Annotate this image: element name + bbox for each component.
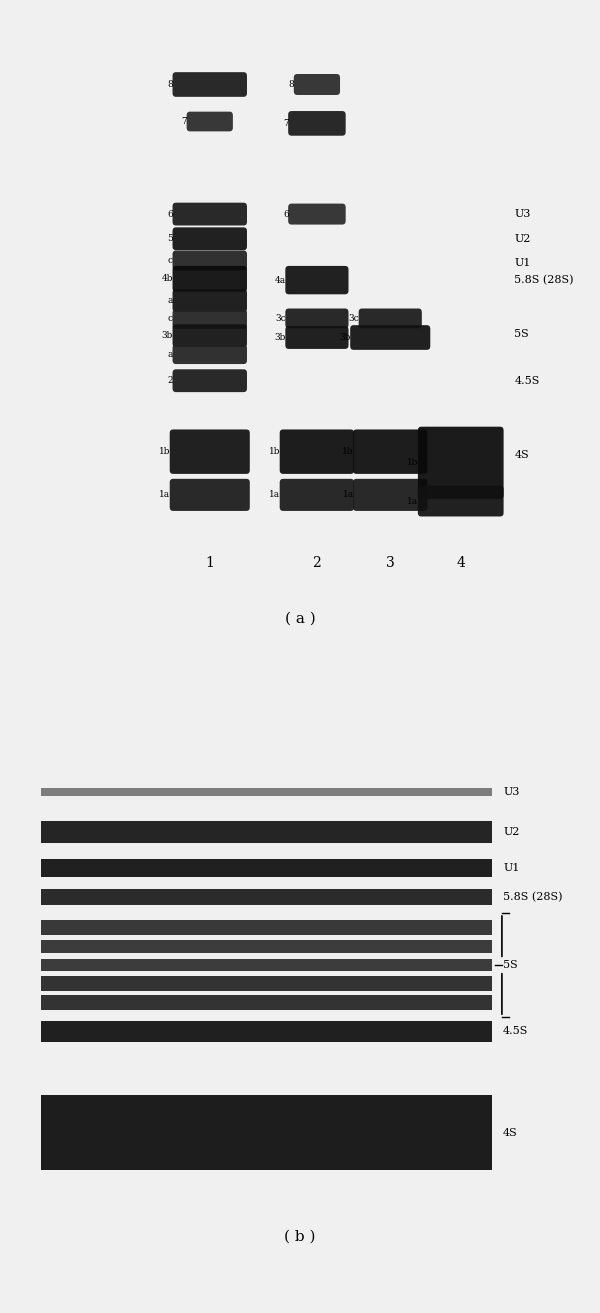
Text: 4.5S: 4.5S — [503, 1027, 529, 1036]
Bar — [41, 958, 492, 972]
Bar — [41, 1020, 492, 1043]
FancyBboxPatch shape — [288, 112, 346, 135]
FancyBboxPatch shape — [173, 289, 247, 312]
FancyBboxPatch shape — [170, 429, 250, 474]
Bar — [41, 977, 492, 991]
Text: a: a — [168, 349, 173, 358]
Text: 3b: 3b — [162, 331, 173, 340]
FancyBboxPatch shape — [418, 427, 503, 499]
FancyBboxPatch shape — [170, 479, 250, 511]
Bar — [41, 821, 492, 843]
FancyBboxPatch shape — [173, 369, 247, 393]
Text: U2: U2 — [514, 234, 530, 244]
Text: 1b: 1b — [159, 448, 170, 456]
FancyBboxPatch shape — [294, 74, 340, 95]
FancyBboxPatch shape — [173, 267, 247, 291]
Text: ( a ): ( a ) — [284, 612, 316, 625]
Text: 3: 3 — [386, 555, 395, 570]
Text: 6: 6 — [167, 210, 173, 218]
Text: 5S: 5S — [514, 330, 529, 340]
FancyBboxPatch shape — [173, 72, 247, 97]
Text: a: a — [168, 295, 173, 305]
Text: U1: U1 — [514, 259, 530, 268]
Bar — [41, 940, 492, 953]
Bar — [41, 889, 492, 905]
Text: 8: 8 — [167, 80, 173, 89]
Text: 3c: 3c — [349, 314, 359, 323]
FancyBboxPatch shape — [353, 479, 427, 511]
Text: 3c: 3c — [275, 314, 286, 323]
Bar — [41, 995, 492, 1010]
Text: U3: U3 — [514, 209, 530, 219]
Text: 1a: 1a — [343, 490, 353, 499]
Text: 4: 4 — [457, 555, 465, 570]
FancyBboxPatch shape — [418, 486, 503, 516]
FancyBboxPatch shape — [173, 344, 247, 364]
FancyBboxPatch shape — [173, 309, 247, 328]
Text: 4b: 4b — [161, 274, 173, 284]
Text: 1: 1 — [205, 555, 214, 570]
Text: 2: 2 — [313, 555, 321, 570]
Text: 1b: 1b — [342, 448, 353, 456]
FancyBboxPatch shape — [350, 326, 430, 349]
FancyBboxPatch shape — [173, 202, 247, 226]
Text: 1b: 1b — [269, 448, 280, 456]
FancyBboxPatch shape — [286, 309, 349, 328]
FancyBboxPatch shape — [288, 204, 346, 225]
Text: 4S: 4S — [503, 1128, 518, 1137]
Text: U3: U3 — [503, 786, 520, 797]
Text: 2: 2 — [167, 377, 173, 385]
FancyBboxPatch shape — [286, 267, 349, 294]
FancyBboxPatch shape — [286, 326, 349, 349]
FancyBboxPatch shape — [359, 309, 422, 328]
FancyBboxPatch shape — [173, 324, 247, 347]
Text: c: c — [168, 256, 173, 265]
Text: 4S: 4S — [514, 450, 529, 460]
FancyBboxPatch shape — [187, 112, 233, 131]
Text: 1b: 1b — [407, 458, 418, 467]
FancyBboxPatch shape — [173, 251, 247, 270]
Text: 1a: 1a — [269, 490, 280, 499]
Text: U1: U1 — [503, 863, 520, 873]
Bar — [41, 859, 492, 877]
FancyBboxPatch shape — [353, 429, 427, 474]
FancyBboxPatch shape — [173, 227, 247, 251]
Text: 5: 5 — [167, 234, 173, 243]
Text: 5.8S (28S): 5.8S (28S) — [514, 274, 574, 285]
Text: 7: 7 — [181, 117, 187, 126]
Text: 5.8S (28S): 5.8S (28S) — [503, 892, 563, 902]
Text: 8: 8 — [289, 80, 295, 89]
FancyBboxPatch shape — [280, 429, 354, 474]
Text: 5S: 5S — [503, 960, 518, 970]
Text: ( b ): ( b ) — [284, 1229, 316, 1243]
Text: 7: 7 — [283, 119, 289, 127]
Text: U2: U2 — [503, 827, 520, 838]
Text: c: c — [168, 315, 173, 323]
Bar — [41, 920, 492, 935]
Text: 4.5S: 4.5S — [514, 376, 539, 386]
Text: 4a: 4a — [275, 276, 286, 285]
Text: 6: 6 — [283, 210, 289, 218]
FancyBboxPatch shape — [280, 479, 354, 511]
Text: 1a: 1a — [159, 490, 170, 499]
Text: 3b: 3b — [275, 334, 286, 341]
Text: 1a: 1a — [407, 496, 418, 506]
Text: 3b: 3b — [340, 334, 351, 341]
Bar — [41, 788, 492, 796]
Bar — [41, 1095, 492, 1170]
